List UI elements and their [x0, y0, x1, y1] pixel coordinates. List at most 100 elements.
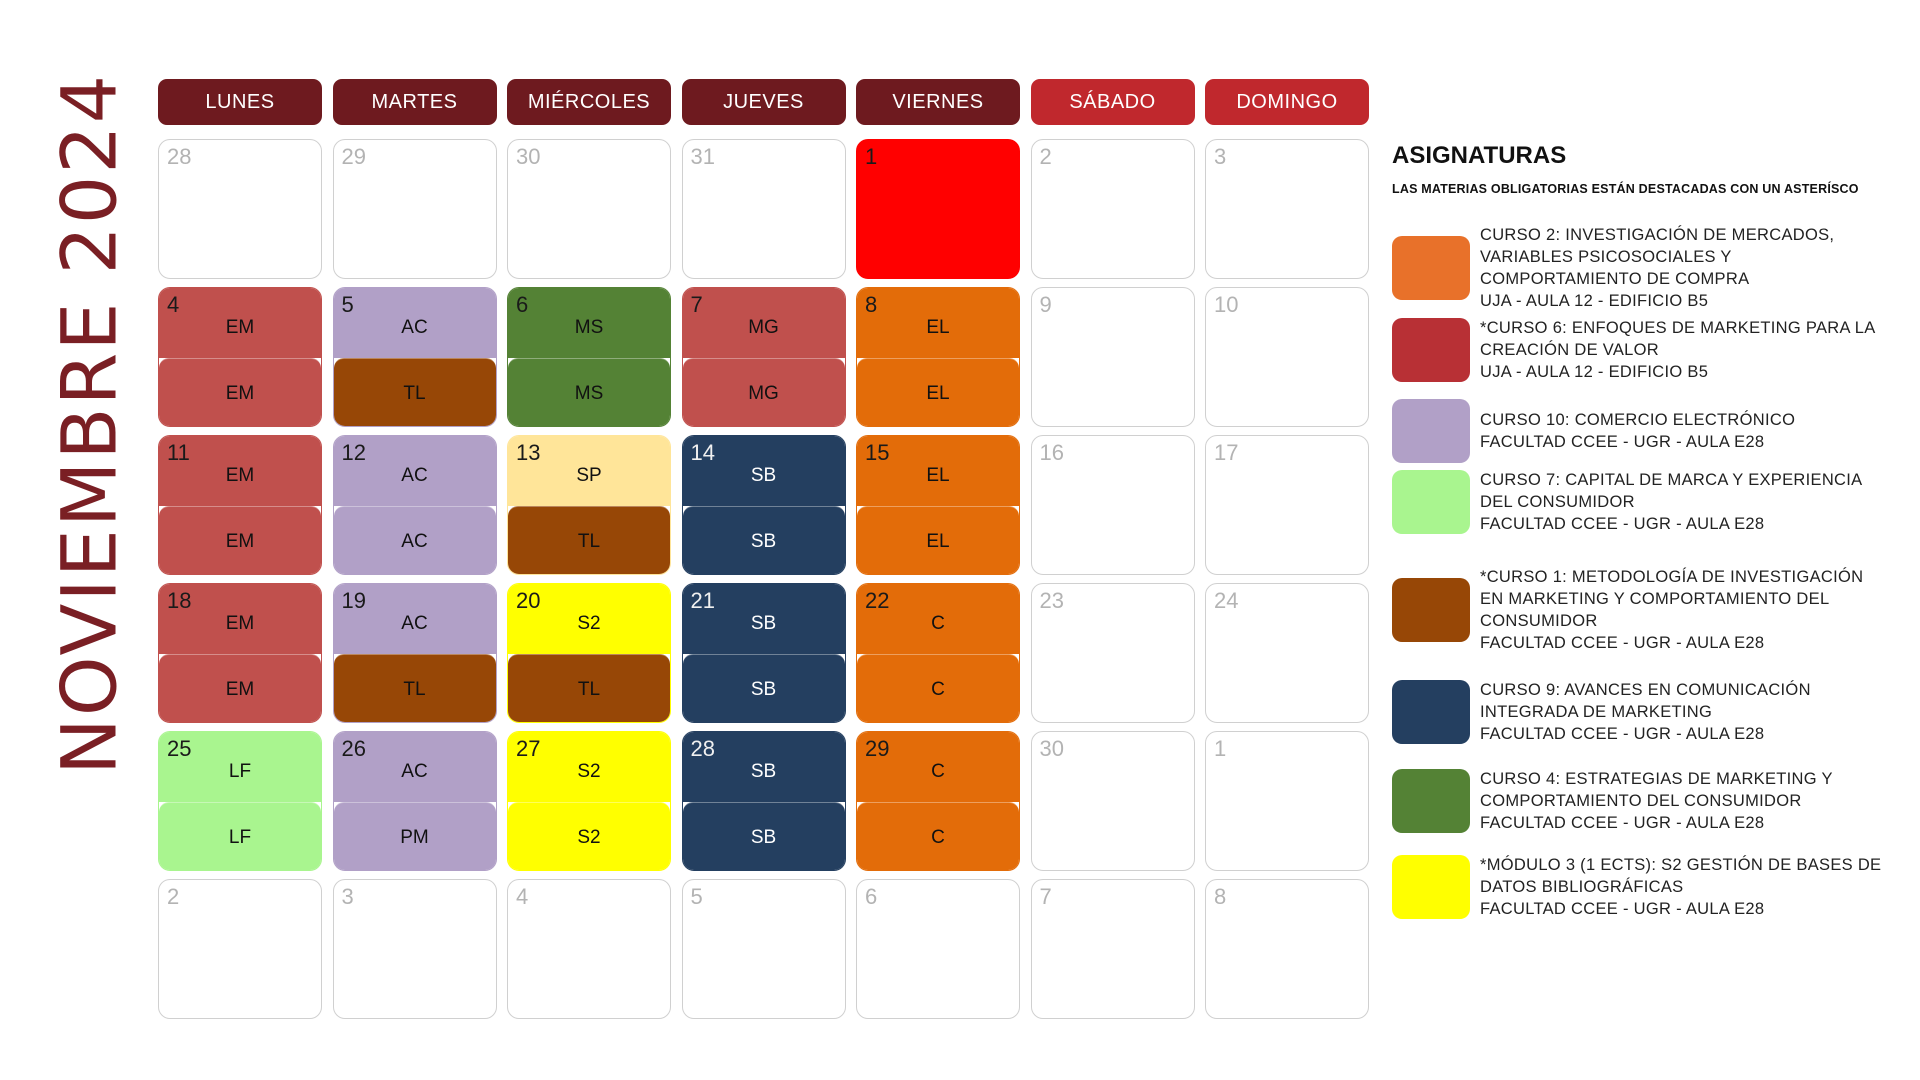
session-block: C	[857, 654, 1019, 722]
day-number: 30	[516, 144, 541, 169]
day-cell[interactable]: 5	[681, 879, 846, 1019]
day-number: 31	[690, 144, 715, 169]
legend-swatch	[1392, 318, 1470, 382]
day-cell[interactable]: AC TL 19	[332, 583, 497, 723]
day-cell[interactable]: 2	[1030, 139, 1195, 279]
session-block: SB	[682, 654, 845, 722]
day-cell[interactable]: SB SB 21	[681, 583, 846, 723]
day-number: 30	[1039, 736, 1064, 761]
day-number: 13	[516, 440, 541, 465]
day-cell[interactable]: 29	[332, 139, 497, 279]
day-cell[interactable]: 3	[1205, 139, 1369, 279]
legend-swatch	[1392, 470, 1470, 534]
day-cell[interactable]: C C 29	[856, 731, 1020, 871]
legend-text: CURSO 7: CAPITAL DE MARCA Y EXPERIENCIA D…	[1480, 471, 1863, 533]
day-cell[interactable]: SB SB 28	[681, 731, 846, 871]
day-cell[interactable]: EL EL 15	[856, 435, 1020, 575]
day-number: 17	[1214, 440, 1239, 465]
legend-item: *CURSO 1: METODOLOGÍA DE INVESTIGACIÓN EN…	[1392, 566, 1863, 654]
legend-swatch	[1392, 855, 1470, 919]
session-block: MG	[682, 288, 845, 358]
legend-item: CURSO 2: INVESTIGACIÓN DE MERCADOS, VARIA…	[1392, 224, 1834, 312]
session-block: EL	[857, 436, 1019, 506]
day-cell[interactable]: S2 TL 20	[507, 583, 671, 723]
day-cell[interactable]: EM EM 4	[158, 287, 322, 427]
month-year-label: NOVIEMBRE 2024	[44, 73, 134, 775]
day-cell[interactable]: MS MS 6	[507, 287, 671, 427]
day-cell[interactable]: 1	[856, 139, 1020, 279]
day-number: 2	[167, 884, 180, 909]
weekday-header: MIÉRCOLES	[507, 79, 671, 125]
day-cell[interactable]: 6	[856, 879, 1020, 1019]
session-block: SB	[682, 506, 845, 574]
day-cell[interactable]: LF LF 25	[158, 731, 322, 871]
day-cell[interactable]: EL EL 8	[856, 287, 1020, 427]
day-cell[interactable]: 24	[1205, 583, 1369, 723]
day-cell[interactable]: 23	[1030, 583, 1195, 723]
weekday-header: JUEVES	[681, 79, 846, 125]
legend-item: CURSO 7: CAPITAL DE MARCA Y EXPERIENCIA D…	[1392, 469, 1862, 535]
session-block: EM	[159, 436, 321, 506]
day-cell[interactable]: SP TL 13	[507, 435, 671, 575]
day-cell[interactable]: AC PM 26	[332, 731, 497, 871]
day-cell[interactable]: 2	[158, 879, 322, 1019]
session-block: EM	[159, 506, 321, 574]
day-cell[interactable]: 4	[507, 879, 671, 1019]
day-number: 12	[341, 440, 366, 465]
legend-item: *MÓDULO 3 (1 ECTS): S2 GESTIÓN DE BASES …	[1392, 854, 1881, 920]
day-cell[interactable]: SB SB 14	[681, 435, 846, 575]
legend-swatch	[1392, 236, 1470, 300]
session-block: AC	[333, 584, 496, 654]
day-number: 10	[1214, 292, 1239, 317]
day-cell[interactable]: 8	[1205, 879, 1369, 1019]
session-block: S2	[508, 802, 670, 870]
day-cell[interactable]: 31	[681, 139, 846, 279]
day-cell[interactable]: 30	[1030, 731, 1195, 871]
session-block: AC	[333, 732, 496, 802]
day-cell[interactable]: C C 22	[856, 583, 1020, 723]
session-block: EM	[159, 654, 321, 722]
session-block: TL	[508, 506, 670, 574]
day-cell[interactable]: 16	[1030, 435, 1195, 575]
day-cell[interactable]: 1	[1205, 731, 1369, 871]
legend-panel: ASIGNATURAS LAS MATERIAS OBLIGATORIAS ES…	[1392, 142, 1912, 919]
day-cell[interactable]: S2 S2 27	[507, 731, 671, 871]
day-cell[interactable]: AC AC 12	[332, 435, 497, 575]
day-number: 29	[341, 144, 366, 169]
day-cell[interactable]: 3	[332, 879, 497, 1019]
calendar-title: NOVIEMBRE 2024	[44, 73, 134, 775]
day-number: 21	[690, 588, 715, 613]
weekday-header: SÁBADO	[1030, 79, 1195, 125]
session-block: AC	[333, 436, 496, 506]
session-block: EM	[159, 358, 321, 426]
legend-swatch	[1392, 578, 1470, 642]
session-block: AC	[333, 506, 496, 574]
legend-item: CURSO 10: COMERCIO ELECTRÓNICO FACULTAD C…	[1392, 399, 1795, 463]
day-cell[interactable]: 7	[1030, 879, 1195, 1019]
day-number: 4	[516, 884, 529, 909]
day-number: 5	[690, 884, 703, 909]
calendar-grid: LUNES MARTES MIÉRCOLES JUEVES VIERNES SÁBADO D…	[158, 79, 1371, 1027]
legend-swatch	[1392, 399, 1470, 463]
day-number: 26	[341, 736, 366, 761]
session-block: EM	[159, 584, 321, 654]
legend-swatch	[1392, 680, 1470, 744]
session-block: TL	[333, 358, 496, 426]
day-number: 14	[690, 440, 715, 465]
day-cell[interactable]: 28	[158, 139, 322, 279]
day-number: 25	[167, 736, 192, 761]
day-number: 15	[865, 440, 890, 465]
day-cell[interactable]: 30	[507, 139, 671, 279]
day-cell[interactable]: 17	[1205, 435, 1369, 575]
day-cell[interactable]: AC TL 5	[332, 287, 497, 427]
day-cell[interactable]: EM EM 18	[158, 583, 322, 723]
session-block: TL	[333, 654, 496, 722]
session-block: C	[857, 802, 1019, 870]
session-block: C	[857, 584, 1019, 654]
day-cell[interactable]: 10	[1205, 287, 1369, 427]
day-cell[interactable]: 9	[1030, 287, 1195, 427]
day-cell[interactable]: MG MG 7	[681, 287, 846, 427]
day-number: 8	[1214, 884, 1227, 909]
day-cell[interactable]: EM EM 11	[158, 435, 322, 575]
weekday-header: MARTES	[332, 79, 497, 125]
